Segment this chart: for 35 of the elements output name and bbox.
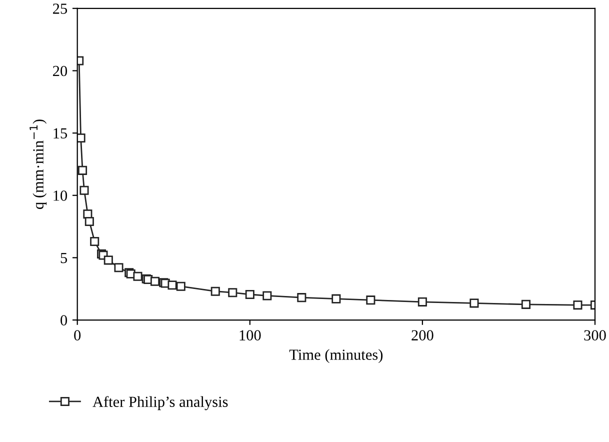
point [418,297,427,306]
y-tick-label: 25 [53,4,68,14]
point [210,286,220,296]
point [332,294,341,304]
point [90,236,100,246]
point [245,290,254,299]
x-axis-title: Time (minutes) [289,349,383,363]
x-tick-label: 200 [412,330,434,340]
point [80,186,89,195]
point [176,282,186,291]
point [114,263,124,272]
point [84,217,94,226]
y-tick-label: 15 [54,128,68,138]
y-tick-label: 20 [53,66,68,76]
point [573,300,582,310]
point [470,298,479,308]
point [133,272,142,281]
point [77,134,86,143]
y-tick-label: 0 [60,315,68,326]
legend-label: After Philip’s analysis [92,396,228,410]
y-axis-title: q (mm·min$^{−1}$) [30,120,47,209]
point [297,293,306,302]
point [521,300,530,309]
point [262,291,272,300]
x-tick-label: 0 [74,330,81,340]
point [228,288,238,298]
x-tick-label: 100 [240,330,261,340]
point [168,280,177,290]
y-tick-label: 10 [54,190,68,201]
y-tick-label: 5 [60,252,68,264]
point [150,276,160,286]
point [78,166,88,175]
point [104,256,113,265]
point [366,296,376,305]
x-tick-label: 300 [584,330,606,340]
